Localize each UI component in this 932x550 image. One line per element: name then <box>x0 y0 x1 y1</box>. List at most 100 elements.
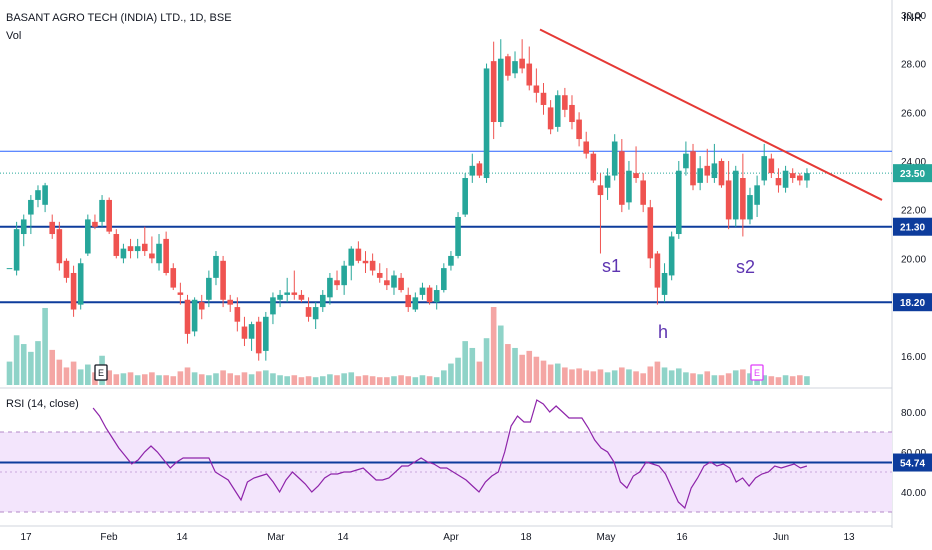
price-tick-label: 20.00 <box>901 254 926 265</box>
volume-bar <box>797 375 803 385</box>
candle-body <box>405 294 412 308</box>
candle-body <box>227 299 234 305</box>
candle-body <box>697 168 703 183</box>
volume-bar <box>35 341 41 385</box>
volume-bar <box>412 377 419 385</box>
volume-bar <box>590 371 597 385</box>
candle-body <box>611 141 618 176</box>
volume-bar <box>647 366 654 385</box>
earnings-event-label: E <box>98 368 104 378</box>
rsi-tick-label: 40.00 <box>901 488 926 499</box>
volume-bar <box>562 367 568 385</box>
volume-bar <box>469 347 476 385</box>
candle-body <box>284 292 290 295</box>
candle-body <box>683 153 689 169</box>
candle-body <box>184 299 191 334</box>
price-tick-label: 16.00 <box>901 352 926 363</box>
volume-bar <box>355 376 362 385</box>
earnings-event-marker <box>94 364 108 381</box>
candle-body <box>419 287 426 295</box>
candle-body <box>341 265 347 286</box>
volume-bar <box>348 372 355 385</box>
candle-body <box>113 234 120 256</box>
volume-bar <box>476 361 483 385</box>
volume-bar <box>668 370 675 385</box>
candle-body <box>206 277 212 300</box>
volume-bar <box>49 349 56 385</box>
volume-bar <box>661 367 668 385</box>
time-tick-label: 17 <box>20 532 32 543</box>
level-price-label: 21.30 <box>900 223 925 234</box>
candle-body <box>576 119 582 140</box>
candle-body <box>725 180 732 220</box>
volume-bar <box>334 375 340 385</box>
candle-body <box>604 175 611 188</box>
volume-bar <box>70 361 77 385</box>
candle-body <box>170 268 177 288</box>
candle-body <box>633 173 639 179</box>
chart-title: BASANT AGRO TECH (INDIA) LTD., 1D, BSE <box>6 12 232 24</box>
volume-bar <box>619 367 625 385</box>
volume-bar <box>42 307 48 385</box>
volume-bar <box>227 373 234 385</box>
volume-bar <box>134 375 141 385</box>
candle-body <box>754 185 760 205</box>
candle-body <box>398 277 404 291</box>
price-pane: s1 h s2 E E <box>0 28 892 385</box>
candle-body <box>675 170 682 235</box>
candle-body <box>718 160 725 186</box>
candle-body <box>248 324 255 339</box>
volume-bar <box>13 335 20 385</box>
volume-bar <box>291 375 298 385</box>
candle-body <box>355 248 362 261</box>
candle-body <box>768 158 775 174</box>
volume-bar <box>441 370 447 385</box>
volume-bar <box>675 368 682 385</box>
volume-bar <box>198 374 205 385</box>
volume-bar <box>683 372 689 385</box>
candle-body <box>448 255 454 266</box>
candle-body <box>134 246 141 252</box>
candle-body <box>619 151 625 205</box>
time-tick-label: May <box>597 532 616 543</box>
volume-bar <box>483 338 490 385</box>
candle-body <box>255 321 262 354</box>
candle-body <box>797 175 803 181</box>
candle-body <box>277 294 283 300</box>
rsi-tick-label: 80.00 <box>901 408 926 419</box>
volume-bar <box>732 370 739 385</box>
candle-body <box>319 294 326 308</box>
time-tick-label: Mar <box>267 532 285 543</box>
volume-bar <box>448 363 454 385</box>
last-price-label: 23.50 <box>900 169 925 180</box>
volume-bar <box>640 373 646 385</box>
volume-bar <box>277 375 283 385</box>
volume-bar <box>127 372 134 385</box>
candle-body <box>384 280 390 286</box>
volume-bar <box>768 376 775 385</box>
volume-bar <box>220 370 226 385</box>
candle-body <box>35 190 41 200</box>
volume-bar <box>540 360 547 385</box>
candle-body <box>20 219 27 235</box>
candle-body <box>149 253 155 259</box>
candle-body <box>668 236 675 276</box>
volume-bar <box>85 364 91 385</box>
candle-body <box>6 268 13 270</box>
volume-bar <box>327 374 333 385</box>
volume-bar <box>77 369 84 385</box>
volume-bar <box>490 307 497 385</box>
pattern-annotation: s1 <box>602 256 621 276</box>
level-price-badge <box>893 293 932 312</box>
rsi-tick-label: 60.00 <box>901 448 926 459</box>
candle-body <box>63 260 70 278</box>
candle-body <box>362 260 369 264</box>
candle-body <box>334 280 340 286</box>
candle-body <box>441 268 447 291</box>
volume-bar <box>305 376 312 385</box>
candle-body <box>455 216 461 256</box>
rsi-line <box>92 399 808 510</box>
pattern-annotation: h <box>658 322 668 342</box>
volume-bar <box>654 361 661 385</box>
